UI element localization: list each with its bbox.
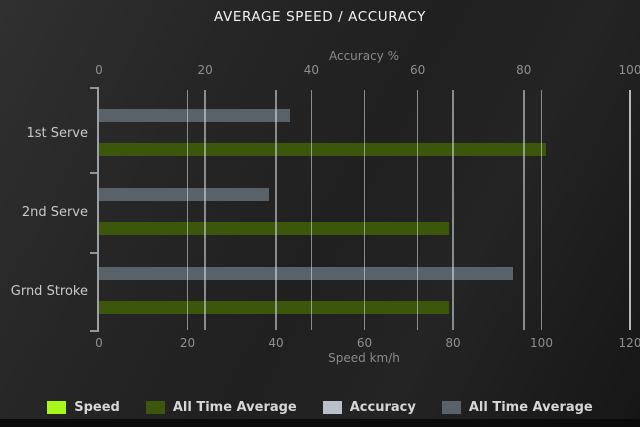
bar-speed-all-time-average <box>99 222 449 235</box>
legend-item-accuracy[interactable]: Accuracy <box>322 399 416 415</box>
bar-accuracy-all-time-average <box>99 109 291 122</box>
legend-label: All Time Average <box>172 399 297 415</box>
gridline-accuracy-40 <box>310 90 313 330</box>
axis-tick <box>90 87 99 89</box>
gridline-speed-20 <box>186 90 189 330</box>
gridline-speed-60 <box>363 90 366 330</box>
gridline-accuracy-100 <box>629 90 631 330</box>
legend-swatch-icon <box>47 400 67 414</box>
legend-item-all-time-average[interactable]: All Time Average <box>145 399 297 415</box>
accuracy-tick-label: 60 <box>409 63 426 77</box>
speed-axis-title: Speed km/h <box>328 351 400 365</box>
legend: Speed All Time Average Accuracy All Time Av… <box>0 394 640 420</box>
bar-accuracy-all-time-average <box>99 188 269 201</box>
accuracy-tick-label: 0 <box>95 63 103 77</box>
speed-tick-label: 20 <box>179 336 196 350</box>
speed-tick-label: 80 <box>445 336 461 350</box>
legend-swatch-icon <box>145 400 165 414</box>
gridline-speed-40 <box>275 90 277 330</box>
speed-tick-label: 120 <box>618 336 640 350</box>
legend-label: Accuracy <box>349 399 416 415</box>
legend-item-speed[interactable]: Speed <box>47 400 120 415</box>
speed-tick-label: 40 <box>268 336 284 350</box>
category-label: 2nd Serve <box>21 205 88 220</box>
gridline-speed-100 <box>540 90 543 330</box>
accuracy-tick-label: 20 <box>197 63 213 77</box>
gridline-speed-80 <box>452 90 454 330</box>
bottom-strip <box>0 419 640 427</box>
bar-accuracy-all-time-average <box>99 267 514 280</box>
accuracy-tick-label: 40 <box>303 63 320 77</box>
axis-tick <box>90 172 99 174</box>
gridline-accuracy-20 <box>204 90 206 330</box>
category-label: 1st Serve <box>26 126 88 141</box>
y-axis-line <box>97 87 99 331</box>
speed-tick-label: 60 <box>356 336 373 350</box>
speed-tick-label: 0 <box>95 336 103 350</box>
legend-swatch-icon <box>322 400 342 414</box>
category-label: Grnd Stroke <box>10 284 88 299</box>
gridline-accuracy-80 <box>523 90 525 330</box>
legend-label: All Time Average <box>468 399 593 415</box>
bar-speed-all-time-average <box>99 301 449 314</box>
speed-tick-label: 100 <box>530 336 553 350</box>
gridline-accuracy-60 <box>416 90 419 330</box>
chart-title: AVERAGE SPEED / ACCURACY <box>214 9 426 25</box>
axis-tick <box>90 330 99 332</box>
bar-speed-all-time-average <box>99 143 546 156</box>
legend-item-all-time-average[interactable]: All Time Average <box>441 399 593 415</box>
accuracy-tick-label: 80 <box>516 63 532 77</box>
accuracy-tick-label: 100 <box>618 63 640 77</box>
axis-tick <box>90 252 99 254</box>
legend-swatch-icon <box>441 400 461 414</box>
legend-label: Speed <box>74 399 120 415</box>
accuracy-axis-title: Accuracy % <box>328 49 399 63</box>
